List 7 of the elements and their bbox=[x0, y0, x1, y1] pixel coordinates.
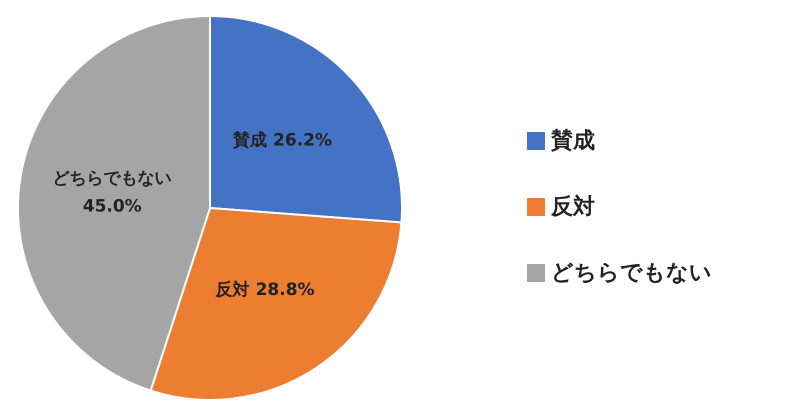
legend-label: 賛成 bbox=[550, 128, 595, 154]
slice-label: どちらでもない bbox=[52, 168, 172, 189]
category-label: 賛成 26.2% bbox=[233, 130, 332, 151]
legend-label: どちらでもない bbox=[551, 260, 712, 286]
category-label: 反対 28.8% bbox=[216, 280, 315, 300]
data-label: 45.0% bbox=[82, 196, 142, 217]
legend-label: 反対 bbox=[550, 194, 595, 220]
